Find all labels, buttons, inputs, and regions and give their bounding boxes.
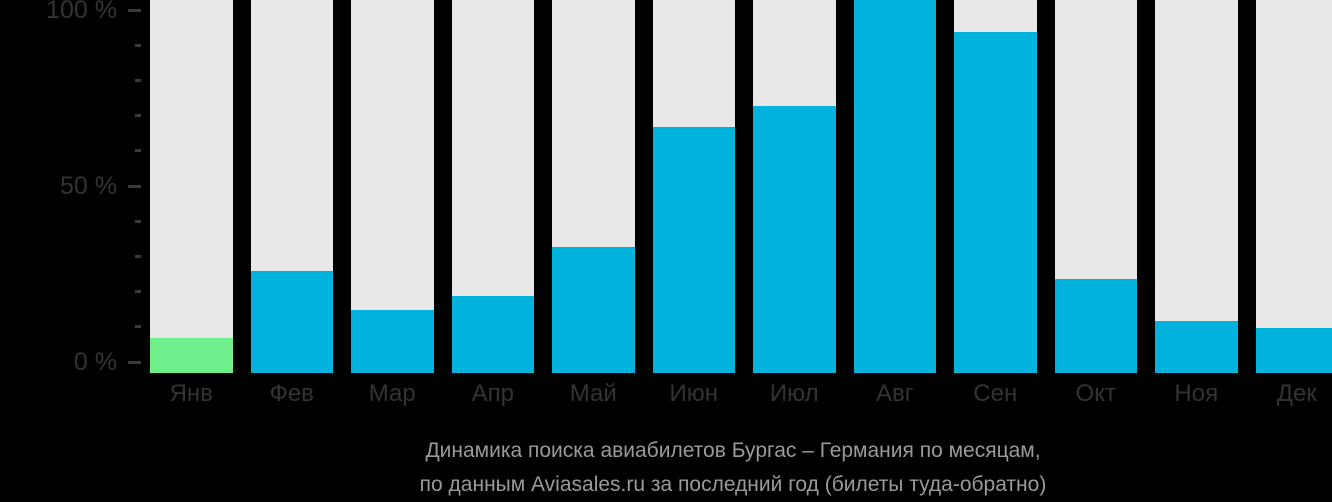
chart-title: Динамика поиска авиабилетов Бургас – Гер… [134, 434, 1332, 502]
month-label: Мар [368, 380, 416, 407]
bar-column [652, 0, 735, 373]
y-axis-major-tick [128, 360, 141, 364]
bar [954, 32, 1037, 373]
bar-column [451, 0, 534, 373]
bar [250, 271, 333, 373]
y-axis-minor-tick [135, 78, 141, 82]
y-axis-minor-tick [135, 114, 141, 118]
bar-highlight [150, 338, 233, 373]
bar-column [250, 0, 333, 373]
bar-column [1155, 0, 1238, 373]
chart-title-line2: по данным Aviasales.ru за последний год … [419, 473, 1047, 496]
chart-title-line1: Динамика поиска авиабилетов Бургас – Гер… [425, 439, 1041, 462]
y-axis-label: 100 % [46, 0, 117, 24]
y-axis-label: 50 % [60, 172, 117, 200]
bar-column [1054, 0, 1137, 373]
bar-column [150, 0, 233, 373]
y-axis-minor-tick [135, 254, 141, 258]
bar [1054, 279, 1137, 373]
y-axis-major-tick [128, 8, 141, 12]
bar-column [954, 0, 1037, 373]
y-axis-minor-tick [135, 325, 141, 329]
bar [753, 106, 836, 373]
y-axis-minor-tick [135, 43, 141, 47]
bar-column [1255, 0, 1332, 373]
y-axis-minor-tick [135, 219, 141, 223]
bar [853, 0, 936, 373]
month-label: Фев [269, 380, 314, 407]
month-label: Июл [769, 380, 819, 407]
bar-column [853, 0, 936, 373]
bar-column [351, 0, 434, 373]
plot-area [150, 0, 1332, 373]
month-label: Дек [1276, 380, 1317, 407]
month-label: Сен [973, 380, 1018, 407]
bar [351, 310, 434, 373]
month-label: Апр [471, 380, 514, 407]
bar [1255, 328, 1332, 373]
x-axis-month-labels: Янв Фев Мар Апр Май Июн Июл Авг Сен Окт Ноя Дек [150, 380, 1332, 408]
bar-column [753, 0, 836, 373]
month-label: Янв [169, 380, 213, 407]
y-axis-label: 0 % [73, 348, 117, 376]
y-axis-minor-tick [135, 290, 141, 294]
bar [1155, 321, 1238, 373]
bar-column [552, 0, 635, 373]
y-axis-minor-tick [135, 149, 141, 153]
month-label: Окт [1075, 380, 1116, 407]
bar [652, 127, 735, 373]
month-label: Авг [875, 380, 914, 407]
month-label: Ноя [1174, 380, 1219, 407]
y-axis-major-tick [128, 184, 141, 188]
month-label: Июн [669, 380, 718, 407]
month-label: Май [569, 380, 617, 407]
bar [552, 247, 635, 373]
bar [451, 296, 534, 373]
